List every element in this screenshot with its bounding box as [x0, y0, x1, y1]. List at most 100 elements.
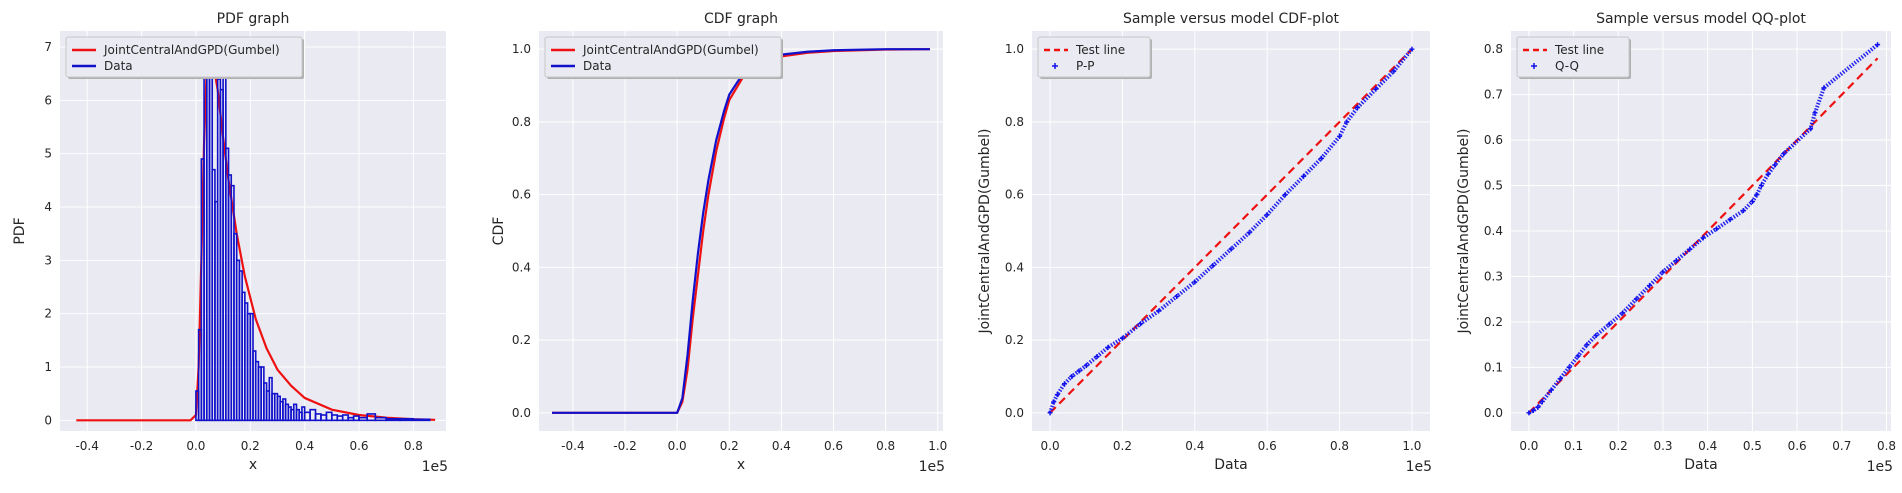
x-tick-label: 0.8	[1877, 439, 1896, 453]
chart-panel-2: -0.4 -0.2 0.0 0.2 0.4 0.6 0.8 1.0 0.0 0.2 0.4 0.6 0.…	[491, 11, 947, 475]
histogram-bar	[412, 418, 431, 422]
y-axis-label: CDF	[491, 217, 507, 246]
chart-panel-4: 0.0 0.1 0.2 0.3 0.4 0.5 0.6 0.7 0.8 0.0 0.1 0.2 0.3 0…	[1456, 11, 1896, 475]
y-axis-label: JointCentralAndGPD(Gumbel)	[1456, 128, 1472, 334]
y-tick-label: 0.5	[1484, 179, 1503, 193]
histogram-bar	[398, 417, 415, 422]
x-tick-label: 0.8	[404, 439, 423, 453]
series-line	[552, 48, 930, 414]
y-tick-label: 0.2	[1005, 333, 1024, 347]
legend-label: Q-Q	[1555, 59, 1579, 73]
x-tick-label: 0.0	[1519, 439, 1538, 453]
legend-box	[1516, 36, 1630, 78]
x-tick-label: 0.4	[1698, 439, 1717, 453]
legend-label: Test line	[1554, 43, 1604, 57]
legend-box	[544, 36, 782, 78]
x-tick-label: -0.2	[613, 439, 636, 453]
legend-label: Test line	[1075, 43, 1125, 57]
series-layer	[1526, 42, 1881, 416]
x-axis-label: Data	[1684, 457, 1717, 473]
x-tick-label: 0.2	[720, 439, 739, 453]
x-tick-label: 0.7	[1832, 439, 1851, 453]
x-offset-label: 1e5	[919, 459, 945, 475]
x-tick-label: 0.0	[668, 439, 687, 453]
y-tick-label: 0.8	[1005, 115, 1024, 129]
x-axis-label: Data	[1214, 457, 1247, 473]
y-tick-label: 0.7	[1484, 88, 1503, 102]
y-tick-label: 0.2	[512, 333, 531, 347]
x-tick-label: 0.4	[772, 439, 791, 453]
y-tick-label: 5	[44, 147, 52, 161]
chart-title: CDF graph	[704, 11, 778, 27]
x-tick-label: 0.4	[1185, 439, 1204, 453]
chart-panel-3: 0.0 0.2 0.4 0.6 0.8 1.0 0.0 0.2 0.4 0.6 0.8 1.0 Samp…	[977, 11, 1432, 475]
y-tick-label: 0.2	[1484, 315, 1503, 329]
x-tick-label: 0.0	[186, 439, 205, 453]
y-tick-label: 2	[44, 307, 52, 321]
series-layer	[1047, 46, 1415, 416]
x-tick-label: 0.4	[295, 439, 314, 453]
chart-panel-1: -0.4 -0.2 0.0 0.2 0.4 0.6 0.8 0 1 2 3 4 5 6 7 PDF graph…	[12, 11, 448, 475]
x-axis-label: x	[249, 457, 257, 473]
y-tick-label: 3	[44, 253, 52, 267]
y-tick-label: 0.6	[1484, 133, 1503, 147]
legend: JointCentralAndGPD(Gumbel) Data	[544, 36, 783, 79]
y-axis-label: JointCentralAndGPD(Gumbel)	[977, 128, 993, 334]
histogram-bar	[385, 417, 401, 422]
x-axis-label: x	[737, 457, 745, 473]
y-tick-label: 1.0	[512, 42, 531, 56]
y-tick-label: 0.0	[1484, 406, 1503, 420]
y-tick-label: 0.3	[1484, 269, 1503, 283]
y-tick-label: 7	[44, 40, 52, 54]
y-tick-label: 0.6	[1005, 188, 1024, 202]
y-tick-label: 0.4	[1484, 224, 1503, 238]
x-offset-label: 1e5	[1406, 459, 1432, 475]
y-tick-label: 1.0	[1005, 42, 1024, 56]
x-offset-label: 1e5	[1867, 459, 1893, 475]
x-tick-label: 0.2	[1113, 439, 1132, 453]
data-point-trail	[1527, 43, 1879, 415]
chart-title: Sample versus model QQ-plot	[1596, 11, 1806, 27]
legend-box	[1037, 36, 1151, 78]
y-tick-label: 0.6	[512, 188, 531, 202]
x-tick-label: 0.2	[1609, 439, 1628, 453]
legend-label: Data	[104, 59, 133, 73]
y-axis-label: PDF	[12, 217, 28, 244]
legend: Test line Q-Q	[1516, 36, 1631, 79]
x-tick-label: 0.2	[241, 439, 260, 453]
legend-label: P-P	[1076, 59, 1095, 73]
test-line	[1049, 48, 1413, 414]
y-tick-label: 0.0	[1005, 406, 1024, 420]
x-tick-label: 0.8	[876, 439, 895, 453]
legend-label: JointCentralAndGPD(Gumbel)	[582, 43, 759, 57]
y-tick-label: 1	[44, 360, 52, 374]
chart-title: PDF graph	[217, 11, 290, 27]
x-tick-label: 0.6	[1788, 439, 1807, 453]
x-tick-label: 0.1	[1564, 439, 1583, 453]
legend-label: JointCentralAndGPD(Gumbel)	[103, 43, 280, 57]
y-tick-label: 0.8	[512, 115, 531, 129]
x-tick-label: -0.4	[75, 439, 98, 453]
x-tick-label: 0.8	[1330, 439, 1349, 453]
x-offset-label: 1e5	[422, 459, 448, 475]
y-tick-label: 0.8	[1484, 42, 1503, 56]
plot-area	[539, 31, 943, 431]
legend-marker	[1052, 63, 1058, 69]
x-tick-label: -0.2	[130, 439, 153, 453]
x-tick-label: 0.3	[1653, 439, 1672, 453]
series-layer	[552, 48, 930, 414]
legend: JointCentralAndGPD(Gumbel) Data	[65, 36, 304, 79]
x-tick-label: 1.0	[928, 439, 947, 453]
y-tick-label: 0.0	[512, 406, 531, 420]
x-tick-label: -0.4	[561, 439, 584, 453]
x-tick-label: 0.5	[1743, 439, 1762, 453]
legend: Test line P-P	[1037, 36, 1152, 79]
y-tick-label: 0.4	[512, 260, 531, 274]
y-tick-label: 0	[44, 413, 52, 427]
legend-box	[65, 36, 303, 78]
x-tick-label: 0.6	[824, 439, 843, 453]
data-point-trail	[1048, 47, 1414, 414]
x-tick-label: 0.6	[1258, 439, 1277, 453]
x-tick-label: 1.0	[1402, 439, 1421, 453]
